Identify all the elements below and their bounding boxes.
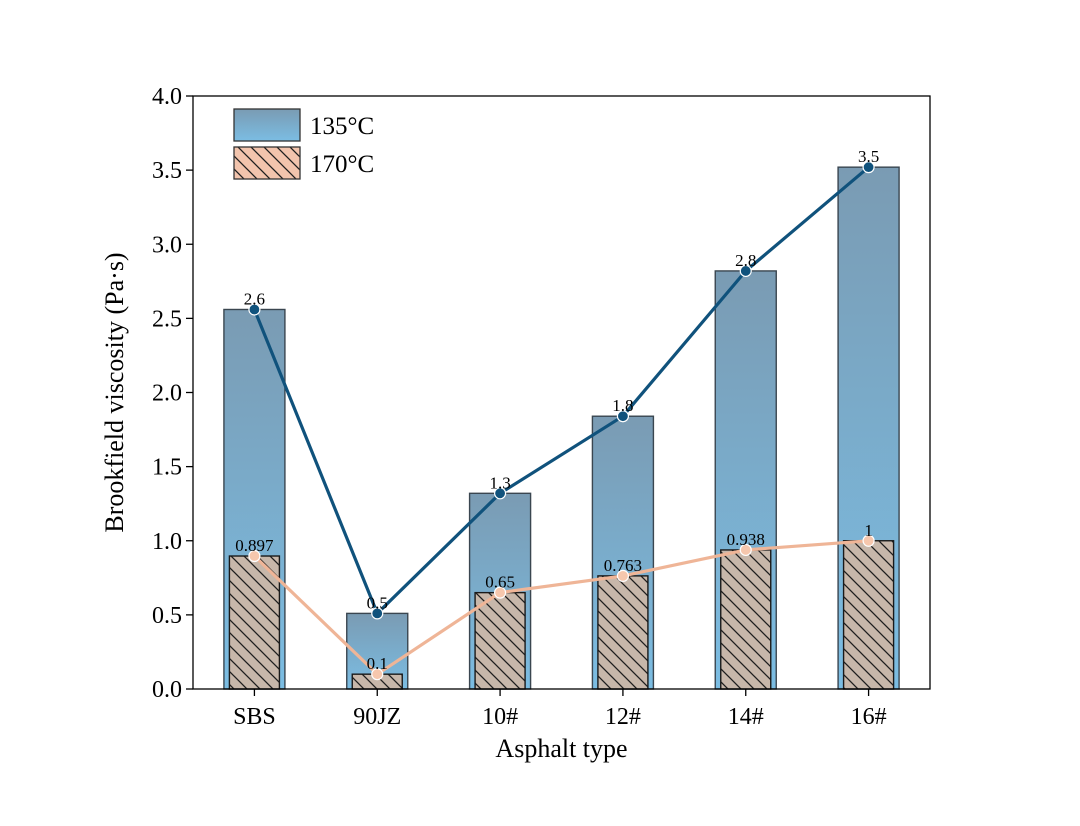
data-label-170-3: 0.763 [604,556,642,575]
series-170-marker-4 [739,543,752,557]
data-label-135-5: 3.5 [858,147,879,166]
series-lines [252,165,870,676]
x-tick-label-2: 10# [482,704,518,730]
plot-area-frame [192,95,931,690]
data-label-135-4: 2.8 [735,251,756,270]
x-tick-label-5: 16# [851,704,887,730]
bar-170-2 [474,591,526,690]
x-tick-label-0: SBS [233,704,276,730]
series-135-line [252,165,870,616]
series-135-marker-4 [739,264,752,278]
bar-170-5 [842,540,895,690]
series-135-marker-2 [493,487,507,500]
y-tick-label-5: 2.5 [152,306,182,332]
x-axis-title: Asphalt type [495,734,627,763]
series-135-marker-0 [248,303,261,316]
data-labels: 2.6 0.5 1.3 1.8 2.8 3.5 0.897 0.1 0.65 0.763 0.938… [235,147,879,673]
bar-170-4 [720,549,772,690]
y-tick-label-0: 0.0 [152,677,182,703]
bar-170-0 [228,555,281,690]
x-tick-label-3: 12# [605,704,641,730]
data-label-135-1: 0.5 [367,593,388,612]
series-170-line [253,539,869,676]
data-label-170-1: 0.1 [367,654,388,673]
y-axis-title: Brookfield viscosity (Pa·s) [100,252,129,532]
x-axis: SBS 90JZ 10# 12# 14# 16# [233,689,887,730]
x-tick-label-4: 14# [728,704,764,730]
x-tick-label-1: 90JZ [353,704,401,730]
series-170-marker-2 [493,586,507,599]
series-135-marker-5 [862,161,875,174]
series-170-marker-1 [371,668,384,681]
legend-label-170: 170°C [310,151,374,178]
series-170-marker-0 [248,549,261,563]
series-135-marker-3 [616,410,630,423]
series-markers [248,161,875,681]
legend-swatch-135 [233,108,301,142]
legend-label-135: 135°C [310,113,374,140]
data-label-170-0: 0.897 [235,536,274,555]
y-tick-label-2: 1.0 [152,529,182,555]
y-tick-label-1: 0.5 [152,603,182,629]
legend-swatch-170 [233,146,301,180]
y-tick-label-3: 1.5 [152,455,182,481]
data-label-135-2: 1.3 [489,473,510,492]
y-axis: 0.0 0.5 1.0 1.5 2.0 2.5 3.0 3.5 4.0 [152,84,193,703]
bar-170-3 [597,575,649,690]
data-label-135-3: 1.8 [612,396,633,415]
series-170-marker-5 [862,534,875,547]
legend: 135°C 170°C [233,108,374,180]
data-label-170-4: 0.938 [727,530,765,549]
data-label-135-0: 2.6 [244,289,265,308]
y-tick-label-6: 3.0 [152,232,182,258]
series-170-bars [228,540,895,690]
data-label-170-5: 1 [864,521,873,540]
y-tick-label-4: 2.0 [152,381,182,407]
series-170-marker-3 [616,569,630,582]
y-tick-label-8: 4.0 [152,84,182,110]
series-135-bars [223,166,900,690]
series-135-marker-1 [371,607,384,620]
data-label-170-2: 0.65 [485,573,515,592]
y-tick-label-7: 3.5 [152,158,182,184]
